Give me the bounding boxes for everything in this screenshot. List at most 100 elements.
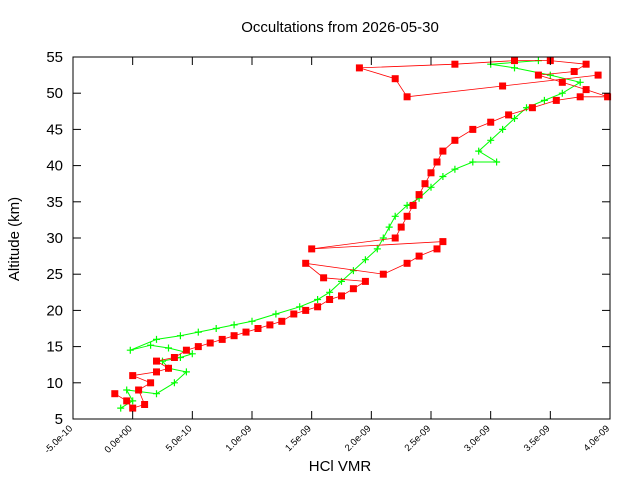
data-point-s2-17 [242,328,250,336]
y-tick-label: 40 [46,158,63,175]
data-point-s1-17 [212,325,220,332]
y-tick-label: 50 [46,85,63,102]
x-axis-label: HCl VMR [309,458,372,475]
chart-title: Occultations from 2026-05-30 [241,19,439,36]
data-point-s2-47 [487,118,495,126]
data-point-s1-33 [427,183,435,191]
x-tick-label: 1.5e-09 [283,423,314,454]
data-point-s2-44 [439,147,447,155]
data-point-s2-5 [135,386,143,394]
data-point-s2-22 [302,306,310,314]
data-point-s2-51 [576,93,584,101]
data-point-s1-22 [314,296,322,303]
data-point-s2-41 [421,180,429,188]
data-point-s1-39 [487,136,495,144]
data-point-s1-2 [129,397,137,405]
data-point-s2-1 [111,390,119,398]
data-point-s1-11 [165,344,172,352]
data-point-s1-12 [147,341,155,349]
data-point-s2-39 [409,201,417,209]
data-point-s2-8 [153,368,160,376]
x-tick-label: 0.0e+00 [103,423,135,455]
data-point-s2-36 [391,234,399,242]
data-point-s2-61 [355,64,363,72]
data-point-s2-13 [194,343,202,351]
data-point-s2-63 [403,93,411,101]
data-point-s2-16 [230,332,238,340]
data-point-s1-34 [439,173,447,180]
data-point-s2-50 [552,96,560,104]
data-point-s1-10 [188,350,196,358]
data-point-s1-13 [126,346,134,354]
data-point-s1-15 [176,332,184,340]
series-line-2 [114,60,608,409]
data-point-s2-2 [123,397,131,405]
data-point-s2-64 [499,82,507,90]
data-point-s2-29 [302,259,310,267]
y-tick-label: 25 [46,266,63,283]
data-point-s1-21 [296,303,304,311]
data-point-s1-46 [546,71,554,79]
data-point-s1-4 [153,390,160,398]
x-tick-label: 4.0e-09 [582,423,613,454]
data-point-s2-23 [314,303,322,311]
data-point-s1-36 [469,158,477,166]
y-axis-label: Altitude (km) [6,197,23,281]
data-point-s1-18 [230,321,238,329]
x-tick-label: 3.0e-09 [462,423,493,454]
data-point-s2-54 [558,78,566,86]
y-tick-label: 30 [46,230,63,247]
data-point-s1-6 [182,368,190,376]
data-point-s2-35 [308,245,316,253]
data-point-s2-6 [147,379,155,387]
data-point-s2-27 [361,277,369,285]
data-point-s1-38 [475,147,483,155]
data-point-s2-33 [433,245,441,253]
data-point-s1-1 [117,404,125,412]
data-point-s1-14 [153,335,160,343]
data-point-s2-30 [379,270,387,278]
data-point-s2-11 [170,354,178,361]
data-point-s2-55 [534,71,542,79]
x-tick-label: 3.5e-09 [522,423,553,454]
data-point-s1-41 [511,115,518,122]
data-point-s2-10 [153,357,160,365]
data-point-s2-7 [129,372,137,380]
data-point-s2-65 [594,71,602,79]
x-tick-label: 1.0e-09 [224,423,255,454]
data-point-s1-9 [176,354,184,361]
data-point-s1-43 [540,96,548,104]
data-point-s2-49 [528,104,536,112]
data-point-s2-62 [391,75,399,83]
data-point-s2-28 [320,274,328,282]
data-point-s2-38 [403,212,411,220]
data-point-s1-26 [361,256,369,264]
data-point-s1-31 [403,201,411,209]
data-point-s2-12 [182,346,190,354]
y-tick-label: 45 [46,121,63,138]
x-tick-label: -5.0e-10 [42,423,75,456]
data-point-s1-30 [391,212,399,220]
data-point-s1-8 [159,357,166,365]
data-point-s2-9 [165,364,172,372]
data-point-s2-15 [218,335,226,343]
data-point-s2-3 [129,404,137,412]
data-point-s2-60 [451,60,459,68]
data-point-s1-5 [170,379,178,387]
data-point-s1-40 [499,125,507,133]
data-point-s2-59 [511,57,518,65]
plot-frame [72,56,611,420]
data-point-s1-35 [451,165,459,173]
data-point-s1-19 [248,317,256,325]
data-point-s2-25 [338,292,345,300]
data-point-s1-44 [558,89,566,97]
y-tick-label: 35 [46,194,63,211]
data-point-s2-48 [505,111,513,119]
data-point-s1-47 [511,64,518,72]
y-tick-label: 15 [46,339,63,356]
data-point-s1-29 [385,223,393,231]
data-point-s1-16 [194,328,202,336]
data-point-s2-26 [349,285,357,293]
y-tick-label: 55 [46,49,63,66]
data-point-s2-19 [266,321,274,329]
